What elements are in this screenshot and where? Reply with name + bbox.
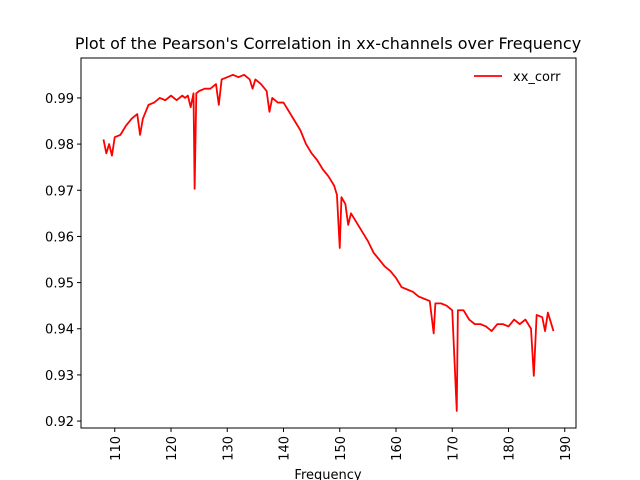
y-tick-label: 0.93 [45,369,74,384]
y-tick-label: 0.99 [45,92,74,107]
chart-title: Plot of the Pearson's Correlation in xx-… [75,34,581,53]
y-tick-label: 0.94 [45,323,74,338]
x-tick-label: 140 [278,436,293,461]
x-tick-label: 150 [334,436,349,461]
x-tick-label: 120 [165,436,180,461]
y-tick-label: 0.97 [45,184,74,199]
x-tick-label: 190 [559,436,574,461]
axes-frame [80,57,577,429]
y-tick-label: 0.95 [45,277,74,292]
x-tick-label: 130 [221,436,236,461]
x-tick-label: 110 [109,436,124,461]
data-line [102,73,555,412]
x-axis-label: Frequency [294,468,361,480]
y-tick-label: 0.96 [45,230,74,245]
x-tick-label: 170 [446,436,461,461]
x-tick-label: 180 [503,436,518,461]
x-tick-label: 160 [390,436,405,461]
legend-label: xx_corr [513,70,561,85]
y-tick-label: 0.92 [45,415,74,430]
y-tick-label: 0.98 [45,138,74,153]
